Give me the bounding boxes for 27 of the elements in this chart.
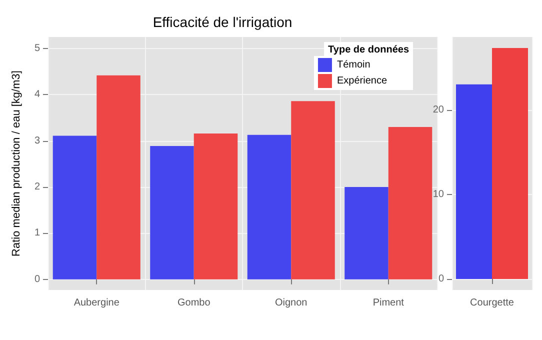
y-tick-label: 2 bbox=[34, 182, 40, 193]
bar bbox=[194, 133, 238, 280]
bar bbox=[96, 75, 140, 280]
y-tick-label: 1 bbox=[34, 228, 40, 239]
y-tick-label: 0 bbox=[34, 274, 40, 285]
bar bbox=[344, 187, 388, 280]
y-tick-label: 3 bbox=[34, 135, 40, 146]
chart-title: Efficacité de l'irrigation bbox=[152, 14, 292, 30]
legend-title: Type de données bbox=[328, 44, 410, 56]
y-tick-label: 20 bbox=[432, 104, 444, 116]
legend-label: Expérience bbox=[336, 76, 388, 86]
bar bbox=[247, 134, 292, 280]
y-tick-label: 0 bbox=[438, 274, 444, 284]
bar bbox=[150, 146, 194, 280]
y-tick-label: 5 bbox=[34, 43, 40, 54]
x-tick-label: Gombo bbox=[177, 298, 211, 308]
x-tick-label: Piment bbox=[372, 298, 404, 308]
y-axis-title: Ratio median production / eau [kg/m3] bbox=[10, 70, 22, 256]
x-tick-label: Oignon bbox=[275, 298, 308, 308]
y-tick-label: 4 bbox=[34, 89, 40, 100]
x-tick-label: Courgette bbox=[470, 298, 514, 308]
bar bbox=[291, 101, 335, 280]
legend-label: Témoin bbox=[336, 60, 370, 70]
x-tick-label: Aubergine bbox=[74, 298, 120, 308]
bar bbox=[52, 136, 97, 280]
bar bbox=[388, 127, 432, 280]
y-tick-label: 10 bbox=[432, 188, 444, 200]
